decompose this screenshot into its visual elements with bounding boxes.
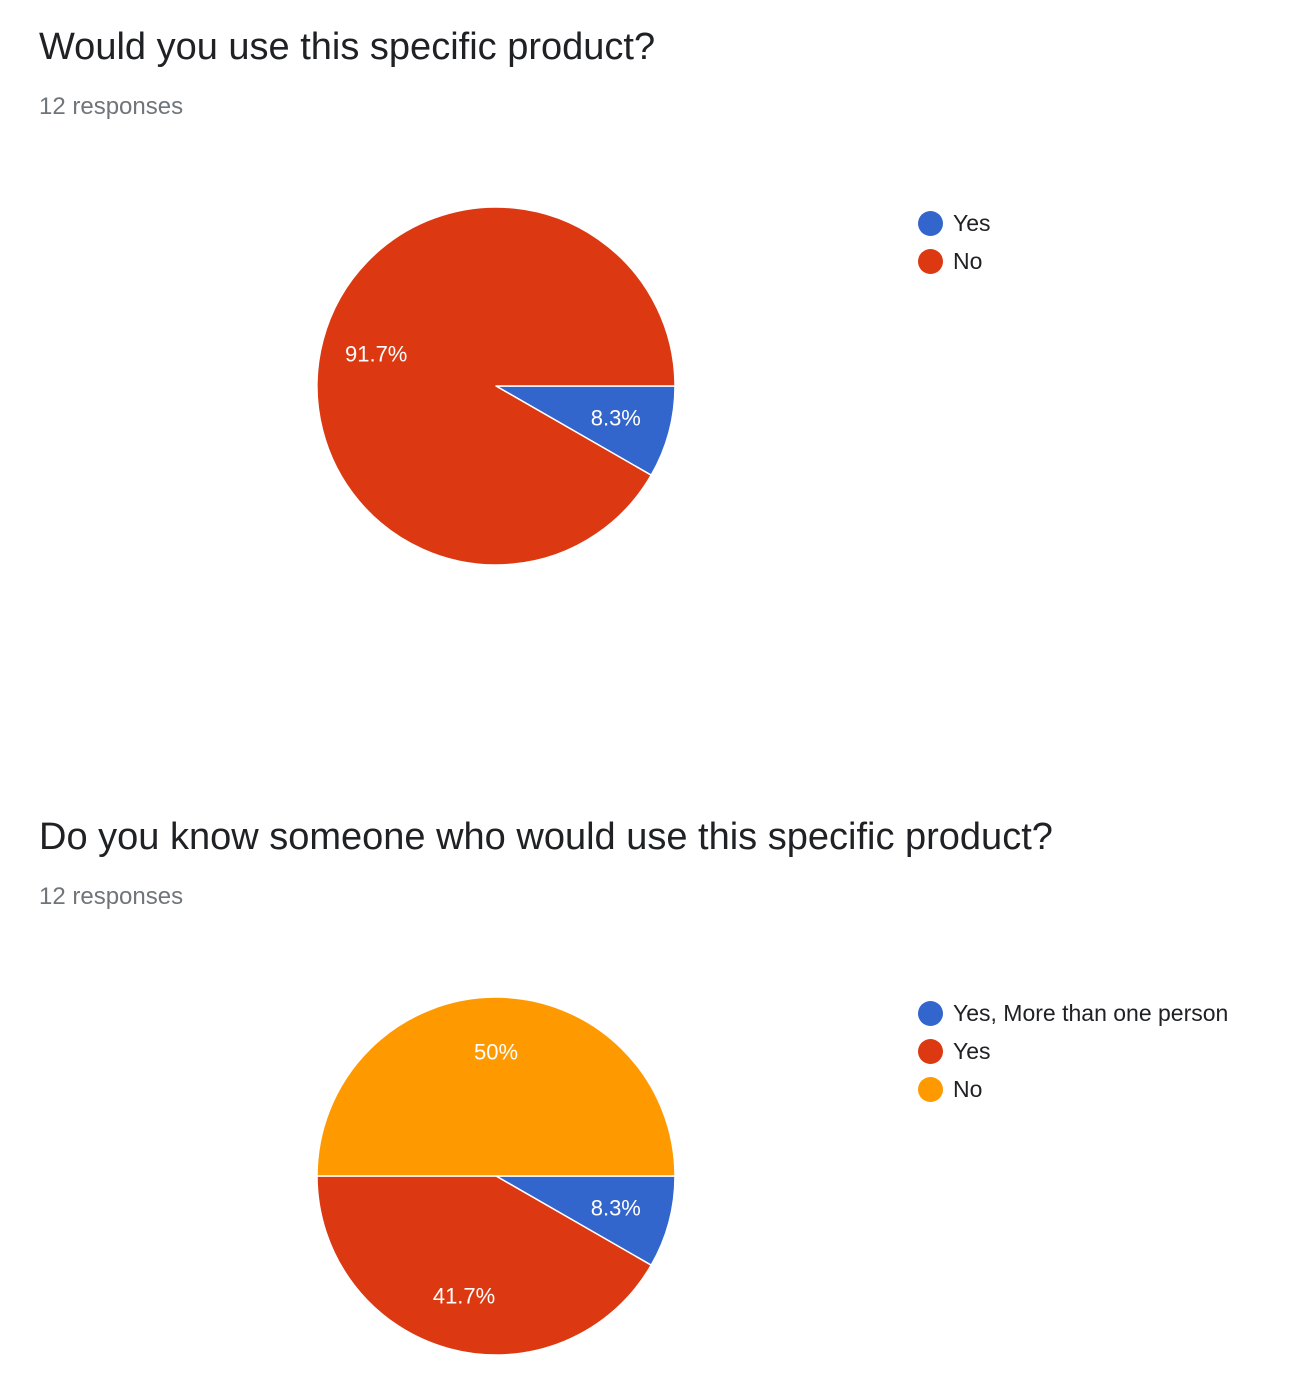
legend-label: Yes [953, 1037, 991, 1064]
legend-label: No [953, 247, 983, 274]
legend-swatch [918, 248, 943, 274]
chart-legend: Yes No [918, 204, 991, 280]
legend-label: Yes [953, 209, 991, 236]
legend-item-no: No [918, 1070, 1228, 1108]
legend-swatch [918, 1038, 943, 1064]
legend-item-yes-more-than-one-person: Yes, More than one person [918, 994, 1228, 1032]
pie-slice-yes-more-than-one-person [495, 1175, 676, 1266]
legend-swatch [918, 1076, 943, 1102]
question-title: Would you use this specific product? [39, 26, 656, 68]
legend-label: Yes, More than one person [953, 999, 1229, 1026]
legend-item-yes: Yes [918, 1032, 1228, 1070]
pie-chart: 8.3% 91.7% [316, 206, 676, 566]
response-count: 12 responses [39, 93, 184, 120]
pie-slice-no [316, 206, 676, 566]
legend-item-no: No [918, 242, 991, 280]
slice-percent-label: 8.3% [591, 405, 641, 430]
legend-swatch [918, 210, 943, 236]
slice-percent-label: 50% [474, 1040, 518, 1065]
slice-percent-label: 8.3% [591, 1195, 641, 1220]
legend-swatch [918, 1000, 943, 1026]
question-card-2: Do you know someone who would use this s… [0, 790, 1305, 1399]
legend-item-yes: Yes [918, 204, 991, 242]
slice-percent-label: 41.7% [433, 1283, 495, 1308]
legend-label: No [953, 1075, 983, 1102]
pie-slice-yes [495, 385, 676, 476]
chart-legend: Yes, More than one person Yes No [918, 994, 1228, 1108]
pie-slice-no [316, 996, 676, 1177]
pie-chart: 8.3% 41.7% 50% [316, 996, 676, 1356]
question-card-1: Would you use this specific product? 12 … [39, 26, 991, 566]
slice-percent-label: 91.7% [345, 342, 407, 367]
response-count: 12 responses [39, 883, 184, 910]
pie-slice-yes [316, 1175, 652, 1356]
question-title: Do you know someone who would use this s… [39, 816, 1053, 858]
